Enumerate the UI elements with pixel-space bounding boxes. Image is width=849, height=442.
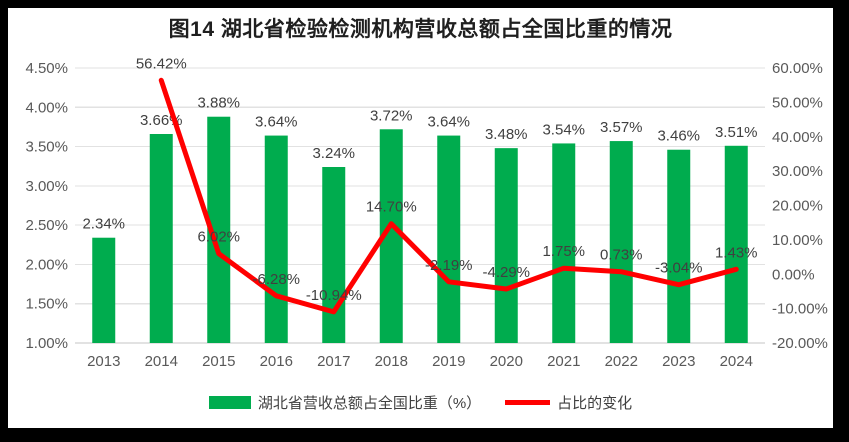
left-axis-tick-label: 2.00% bbox=[25, 256, 68, 273]
line-data-label: -6.28% bbox=[252, 271, 300, 288]
left-axis-tick-label: 3.50% bbox=[25, 139, 68, 156]
x-axis-tick-label: 2017 bbox=[317, 353, 350, 370]
legend-label: 占比的变化 bbox=[557, 394, 633, 412]
left-axis-tick-label: 2.50% bbox=[25, 217, 68, 234]
line-data-label: 14.70% bbox=[366, 199, 417, 216]
x-axis-tick-label: 2024 bbox=[720, 353, 753, 370]
bar-data-label: 3.57% bbox=[600, 119, 643, 136]
line-data-label: 1.75% bbox=[542, 243, 585, 260]
chart-title: 图14 湖北省检验检测机构营收总额占全国比重的情况 bbox=[168, 18, 673, 41]
line-data-label: 6.02% bbox=[197, 229, 240, 246]
bar-data-label: 3.24% bbox=[312, 145, 355, 162]
bar-data-label: 3.72% bbox=[370, 107, 413, 124]
bar bbox=[322, 167, 346, 343]
x-axis-tick-label: 2015 bbox=[202, 353, 235, 370]
bar bbox=[724, 145, 748, 343]
right-axis-tick-label: 40.00% bbox=[772, 129, 823, 146]
bar bbox=[667, 149, 691, 343]
bar bbox=[437, 135, 461, 343]
line-series-swatch-icon bbox=[505, 399, 551, 405]
left-axis-tick-label: 4.00% bbox=[25, 99, 68, 116]
bar-data-label: 3.48% bbox=[485, 126, 528, 143]
left-axis-tick-label: 1.00% bbox=[25, 335, 68, 352]
x-axis-tick-label: 2021 bbox=[547, 353, 580, 370]
x-axis-tick-label: 2014 bbox=[145, 353, 178, 370]
chart-background bbox=[8, 8, 833, 428]
bar bbox=[264, 135, 288, 343]
bar-data-label: 3.88% bbox=[197, 95, 240, 112]
line-data-label: -4.29% bbox=[482, 264, 530, 281]
bar bbox=[92, 237, 116, 343]
right-axis-tick-label: 0.00% bbox=[772, 266, 815, 283]
left-axis-tick-label: 4.50% bbox=[25, 60, 68, 77]
line-data-label: -10.94% bbox=[306, 287, 362, 304]
x-axis-tick-label: 2018 bbox=[375, 353, 408, 370]
x-axis-tick-label: 2022 bbox=[605, 353, 638, 370]
bar-data-label: 2.34% bbox=[82, 216, 125, 233]
legend-item-line-series: 占比的变化 bbox=[505, 392, 632, 413]
bar bbox=[494, 148, 518, 343]
bar bbox=[207, 116, 231, 343]
left-axis-tick-label: 3.00% bbox=[25, 178, 68, 195]
bar-series-swatch-icon bbox=[208, 395, 251, 409]
line-data-label: -3.04% bbox=[655, 260, 703, 277]
x-axis-tick-label: 2019 bbox=[432, 353, 465, 370]
x-axis-tick-label: 2016 bbox=[260, 353, 293, 370]
x-axis-tick-label: 2020 bbox=[490, 353, 523, 370]
right-axis-tick-label: 30.00% bbox=[772, 163, 823, 180]
bar-data-label: 3.51% bbox=[715, 124, 758, 141]
right-axis-tick-label: 60.00% bbox=[772, 60, 823, 77]
line-data-label: 0.73% bbox=[600, 247, 643, 264]
legend-label: 湖北省营收总额占全国比重（%） bbox=[257, 394, 482, 412]
bar-data-label: 3.64% bbox=[427, 114, 470, 131]
line-data-label: -2.19% bbox=[425, 257, 473, 274]
right-axis-tick-label: 20.00% bbox=[772, 198, 823, 215]
trend-line bbox=[158, 77, 739, 315]
left-axis-tick-label: 1.50% bbox=[25, 296, 68, 313]
bar-data-label: 3.54% bbox=[542, 121, 585, 138]
right-axis-tick-label: 50.00% bbox=[772, 94, 823, 111]
bar-data-label: 3.64% bbox=[255, 114, 298, 131]
x-axis-tick-label: 2013 bbox=[87, 353, 120, 370]
bar bbox=[552, 143, 576, 343]
x-axis-tick-label: 2023 bbox=[662, 353, 695, 370]
line-data-label: 56.42% bbox=[136, 55, 187, 72]
line-data-label: 1.43% bbox=[715, 244, 758, 261]
right-axis-tick-label: -20.00% bbox=[772, 335, 828, 352]
bar-data-label: 3.46% bbox=[657, 128, 700, 145]
legend-item-bar-series: 湖北省营收总额占全国比重（%） bbox=[208, 392, 482, 413]
chart-legend: 湖北省营收总额占全国比重（%） 占比的变化 bbox=[8, 392, 833, 412]
bar bbox=[609, 141, 633, 343]
bar bbox=[149, 134, 173, 343]
right-axis-tick-label: 10.00% bbox=[772, 232, 823, 249]
bar bbox=[379, 129, 403, 343]
right-axis-tick-label: -10.00% bbox=[772, 301, 828, 318]
